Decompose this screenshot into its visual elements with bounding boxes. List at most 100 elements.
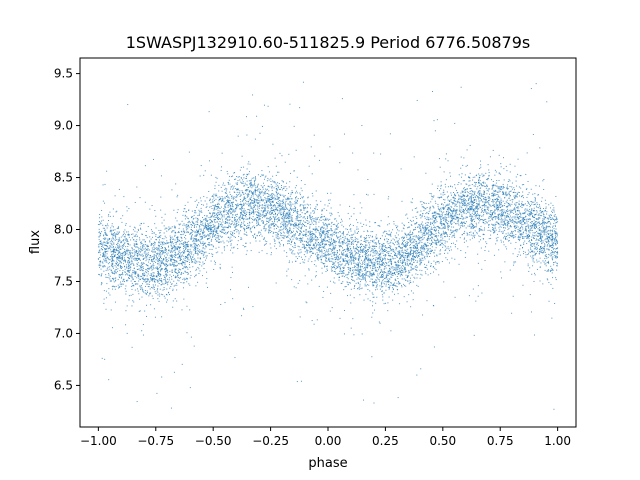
data-point <box>351 253 353 255</box>
data-point <box>555 195 557 197</box>
data-point <box>442 246 444 248</box>
data-point <box>311 279 313 281</box>
data-point <box>316 255 318 257</box>
data-point <box>163 288 165 290</box>
data-point <box>384 239 386 241</box>
data-point <box>415 223 417 225</box>
data-point <box>551 247 553 248</box>
data-point <box>284 208 286 210</box>
data-point <box>109 245 111 247</box>
data-point <box>445 205 447 207</box>
data-point <box>194 276 196 278</box>
data-point <box>210 174 212 176</box>
data-point <box>462 164 464 166</box>
data-point <box>260 175 262 177</box>
data-point <box>506 235 508 237</box>
data-point <box>493 216 495 218</box>
data-point <box>170 244 172 246</box>
data-point <box>360 222 362 224</box>
data-point <box>118 240 120 242</box>
data-point <box>420 248 422 250</box>
data-point <box>404 249 406 251</box>
data-point <box>175 217 177 219</box>
data-point <box>455 200 457 202</box>
data-point <box>220 198 222 200</box>
data-point <box>473 185 475 187</box>
data-point <box>213 212 215 214</box>
data-point <box>300 237 302 239</box>
data-point <box>477 209 479 211</box>
data-point <box>294 209 296 211</box>
data-point <box>120 236 122 238</box>
data-point <box>340 256 342 258</box>
data-point <box>225 214 227 216</box>
data-point <box>382 271 384 273</box>
data-point <box>322 231 324 233</box>
data-point <box>454 236 456 238</box>
data-point <box>308 246 310 248</box>
data-point <box>155 279 157 281</box>
data-point <box>431 233 433 235</box>
data-point <box>155 261 157 263</box>
data-point <box>286 216 288 218</box>
data-point <box>286 252 288 254</box>
data-point <box>369 271 371 273</box>
data-point <box>508 191 510 193</box>
data-point <box>294 224 296 226</box>
data-point <box>371 262 373 264</box>
data-point <box>351 276 353 278</box>
data-point <box>520 230 522 232</box>
data-point <box>248 226 250 228</box>
data-point <box>540 234 542 236</box>
data-point <box>554 225 556 227</box>
data-point <box>447 211 449 213</box>
data-point <box>147 279 149 281</box>
data-point <box>443 191 445 193</box>
data-point <box>222 182 224 184</box>
data-point <box>533 257 535 259</box>
data-point <box>365 256 367 258</box>
data-point <box>444 231 446 233</box>
data-point <box>120 266 121 268</box>
data-point <box>419 258 421 260</box>
data-point <box>158 268 160 270</box>
data-point <box>526 188 528 190</box>
data-point <box>415 216 417 218</box>
data-point <box>543 251 545 253</box>
data-point <box>107 256 109 258</box>
data-point <box>184 241 186 243</box>
data-point <box>411 274 413 276</box>
data-point <box>368 261 370 263</box>
data-point <box>193 238 195 240</box>
data-point <box>132 300 134 302</box>
data-point <box>494 226 496 228</box>
data-point <box>119 283 121 285</box>
data-point <box>105 297 107 299</box>
data-point <box>177 274 179 276</box>
data-point <box>217 215 219 217</box>
data-point <box>526 209 528 211</box>
data-point <box>175 265 177 267</box>
data-point <box>439 190 441 192</box>
data-point <box>406 263 408 265</box>
data-point <box>331 249 333 251</box>
data-point <box>294 207 296 209</box>
data-point <box>377 253 379 255</box>
data-point <box>244 189 246 191</box>
data-point <box>420 237 422 239</box>
data-point <box>514 165 516 167</box>
data-point <box>439 166 441 168</box>
data-point <box>521 195 523 197</box>
data-point <box>330 243 332 245</box>
data-point <box>505 211 507 213</box>
data-point <box>116 249 118 251</box>
data-point <box>217 242 219 244</box>
data-point <box>334 223 336 225</box>
data-point <box>437 230 439 232</box>
data-point <box>447 186 449 188</box>
data-point <box>228 199 230 201</box>
data-point <box>249 197 251 199</box>
data-point <box>529 212 531 214</box>
data-point <box>153 279 155 281</box>
data-point <box>226 245 228 247</box>
